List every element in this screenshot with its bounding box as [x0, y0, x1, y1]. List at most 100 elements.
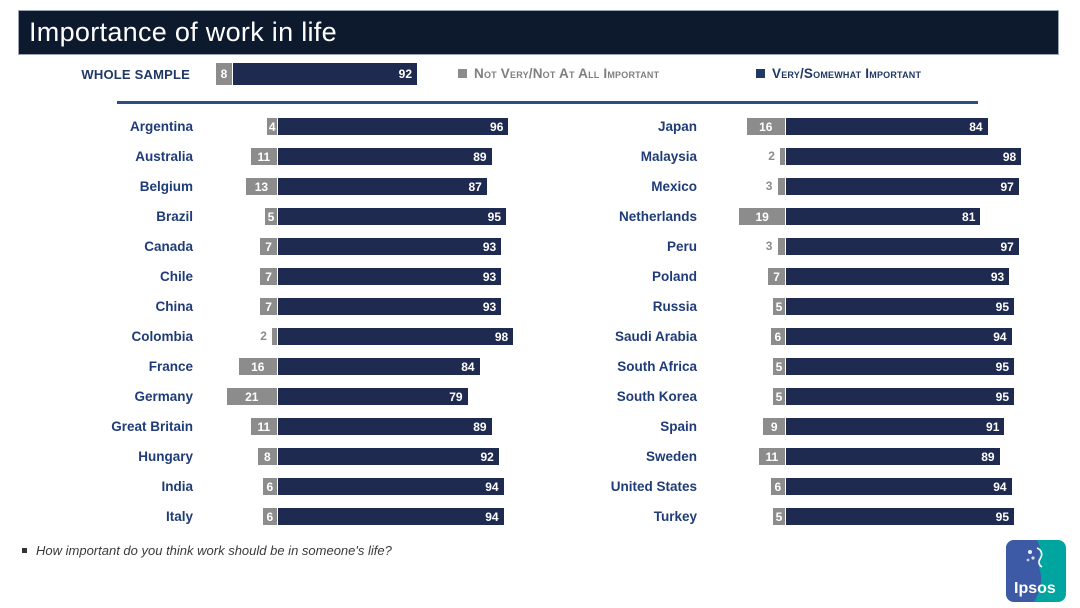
- country-label-turkey: Turkey: [653, 509, 697, 524]
- bar-important-chile: 93: [277, 268, 502, 285]
- whole-sample-not-important-value: 8: [220, 67, 228, 81]
- important-value: 95: [487, 209, 501, 224]
- country-label-great-britain: Great Britain: [111, 419, 193, 434]
- page-title: Importance of work in life: [29, 17, 337, 47]
- important-value: 92: [480, 449, 494, 464]
- ipsos-logo-text: Ipsos: [1014, 580, 1056, 597]
- country-label-hungary: Hungary: [138, 449, 193, 464]
- not-important-value-malaysia: 2: [768, 149, 775, 163]
- bar-not-important-colombia: [272, 328, 277, 345]
- footnote-text: How important do you think work should b…: [36, 543, 392, 558]
- divider-line: [117, 101, 978, 104]
- gray-swatch-icon: [458, 69, 467, 78]
- country-label-canada: Canada: [144, 239, 193, 254]
- country-label-chile: Chile: [159, 269, 193, 284]
- country-label-south-africa: South Africa: [617, 359, 697, 374]
- ipsos-logo-graphic: Ipsos: [1006, 540, 1066, 602]
- bar-important-united-states: 94: [785, 478, 1012, 495]
- legend-item-important: Very/Somewhat Important: [756, 66, 921, 81]
- country-label-united-states: United States: [610, 479, 697, 494]
- bar-important-france: 84: [277, 358, 480, 375]
- not-important-value: 5: [775, 509, 783, 524]
- not-important-value-mexico: 3: [765, 179, 773, 193]
- country-label-italy: Italy: [165, 509, 193, 524]
- important-value: 95: [995, 299, 1009, 314]
- bar-important-italy: 94: [277, 508, 504, 525]
- bar-not-important-chile: 7: [260, 268, 277, 285]
- bar-not-important-south-korea: 5: [773, 388, 785, 405]
- not-important-value: 21: [245, 389, 259, 404]
- bar-not-important-japan: 16: [746, 118, 785, 135]
- not-important-value: 5: [267, 209, 275, 224]
- important-value: 81: [962, 209, 976, 224]
- bar-not-important-china: 7: [260, 298, 277, 315]
- important-value: 84: [969, 119, 983, 134]
- bar-important-mexico: 97: [785, 178, 1019, 195]
- country-label-france: France: [148, 359, 193, 374]
- not-important-value: 11: [257, 419, 271, 434]
- bar-important-belgium: 87: [277, 178, 487, 195]
- bar-not-important-italy: 6: [262, 508, 277, 525]
- bar-not-important-south-africa: 5: [773, 358, 785, 375]
- bar-not-important-belgium: 13: [245, 178, 277, 195]
- important-value: 94: [993, 479, 1007, 494]
- bar-not-important-netherlands: 19: [739, 208, 785, 225]
- bar-important-japan: 84: [785, 118, 988, 135]
- bar-important-great-britain: 89: [277, 418, 492, 435]
- important-value: 93: [482, 299, 497, 314]
- country-label-sweden: Sweden: [645, 449, 697, 464]
- country-label-japan: Japan: [657, 119, 697, 134]
- not-important-value: 8: [264, 449, 271, 464]
- country-label-argentina: Argentina: [129, 119, 193, 134]
- whole-sample-bar-not-important: 8: [216, 63, 232, 85]
- important-value: 95: [995, 389, 1009, 404]
- not-important-value-colombia: 2: [260, 329, 267, 343]
- important-value: 95: [995, 359, 1009, 374]
- bar-important-spain: 91: [785, 418, 1005, 435]
- country-label-australia: Australia: [135, 149, 193, 164]
- important-value: 94: [485, 509, 499, 524]
- important-value: 97: [1000, 239, 1014, 254]
- not-important-value: 9: [770, 419, 778, 434]
- country-label-germany: Germany: [134, 389, 193, 404]
- important-value: 95: [995, 509, 1009, 524]
- bar-important-china: 93: [277, 298, 502, 315]
- bar-important-colombia: 98: [277, 328, 514, 345]
- title-bar: Importance of work in life: [18, 10, 1059, 55]
- bar-important-india: 94: [277, 478, 504, 495]
- bar-important-hungary: 92: [277, 448, 499, 465]
- bar-not-important-france: 16: [238, 358, 277, 375]
- bar-not-important-united-states: 6: [770, 478, 785, 495]
- bar-not-important-india: 6: [262, 478, 277, 495]
- not-important-value: 4: [268, 119, 276, 134]
- important-value: 93: [990, 269, 1005, 284]
- bar-important-south-africa: 95: [785, 358, 1014, 375]
- country-label-belgium: Belgium: [139, 179, 193, 194]
- bar-not-important-germany: 21: [226, 388, 277, 405]
- whole-sample-bar-important: 92: [232, 63, 417, 85]
- important-value: 79: [449, 389, 463, 404]
- country-label-peru: Peru: [666, 239, 697, 254]
- country-label-brazil: Brazil: [156, 209, 193, 224]
- bar-important-malaysia: 98: [785, 148, 1022, 165]
- country-label-poland: Poland: [651, 269, 697, 284]
- not-important-value: 5: [775, 299, 783, 314]
- important-value: 89: [981, 449, 995, 464]
- legend-label-important: Very/Somewhat Important: [772, 66, 922, 81]
- important-value: 93: [482, 269, 497, 284]
- country-label-spain: Spain: [660, 419, 697, 434]
- country-label-south-korea: South Korea: [616, 389, 697, 404]
- country-label-china: China: [155, 299, 193, 314]
- bar-important-russia: 95: [785, 298, 1014, 315]
- important-value: 98: [494, 329, 509, 344]
- bar-not-important-hungary: 8: [257, 448, 277, 465]
- important-value: 97: [1000, 179, 1014, 194]
- important-value: 89: [473, 149, 487, 164]
- not-important-value: 7: [265, 239, 272, 254]
- not-important-value: 5: [775, 359, 783, 374]
- not-important-value: 7: [265, 299, 272, 314]
- bar-not-important-sweden: 11: [758, 448, 785, 465]
- important-value: 84: [461, 359, 475, 374]
- country-label-mexico: Mexico: [651, 179, 697, 194]
